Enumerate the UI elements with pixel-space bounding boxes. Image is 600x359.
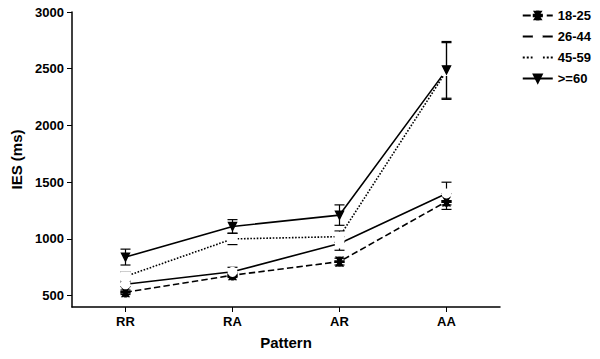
svg-text:500: 500 (42, 288, 64, 303)
svg-text:RR: RR (116, 314, 135, 329)
svg-text:>=60: >=60 (558, 71, 588, 86)
svg-text:26-44: 26-44 (558, 29, 592, 44)
svg-text:3000: 3000 (35, 5, 64, 20)
svg-text:RA: RA (223, 314, 242, 329)
svg-text:AR: AR (330, 314, 349, 329)
svg-text:Pattern: Pattern (260, 334, 312, 351)
svg-text:1500: 1500 (35, 175, 64, 190)
svg-text:AA: AA (437, 314, 456, 329)
svg-text:45-59: 45-59 (558, 50, 591, 65)
svg-text:2500: 2500 (35, 61, 64, 76)
svg-text:18-25: 18-25 (558, 8, 591, 23)
svg-text:IES (ms): IES (ms) (8, 129, 25, 189)
svg-text:2000: 2000 (35, 118, 64, 133)
svg-text:1000: 1000 (35, 231, 64, 246)
